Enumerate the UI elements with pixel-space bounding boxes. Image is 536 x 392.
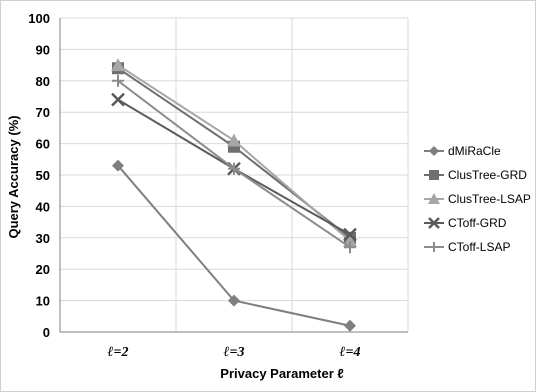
legend-item: CToff-GRD	[424, 216, 507, 230]
x-tick-label: ℓ=4	[340, 345, 361, 360]
y-axis-label: Query Accuracy (%)	[6, 115, 21, 238]
series-dmiracle	[112, 159, 356, 332]
legend-label: dMiRaCle	[448, 144, 501, 158]
diamond-marker	[112, 159, 124, 172]
legend-label: ClusTree-LSAP	[448, 192, 531, 206]
x-axis-label: Privacy Parameter ℓ	[220, 366, 343, 381]
plus-marker	[112, 74, 124, 87]
legend-item: dMiRaCle	[424, 144, 501, 158]
x-tick-label: ℓ=2	[108, 345, 129, 360]
legend-item: ClusTree-LSAP	[424, 192, 531, 206]
triangle-marker	[428, 193, 440, 204]
triangle-marker	[111, 58, 125, 72]
y-tick-label: 50	[36, 168, 50, 183]
series-group	[111, 58, 357, 332]
diamond-marker	[429, 146, 439, 156]
y-tick-label: 60	[36, 137, 50, 152]
x-tick-labels: ℓ=2 ℓ=3 ℓ=4	[108, 345, 361, 360]
y-tick-label: 30	[36, 231, 50, 246]
x-marker	[343, 227, 357, 242]
plus-marker	[228, 162, 240, 175]
diamond-marker	[344, 319, 356, 332]
plus-marker	[344, 241, 356, 254]
y-tick-label: 100	[28, 11, 50, 26]
legend: dMiRaCle ClusTree-GRD ClusTree-LSAP CToff-G…	[424, 144, 531, 254]
y-tick-label: 20	[36, 262, 50, 277]
legend-label: ClusTree-GRD	[448, 168, 527, 182]
y-tick-label: 10	[36, 294, 50, 309]
x-tick-label: ℓ=3	[224, 345, 245, 360]
x-marker	[428, 217, 440, 229]
y-tick-label: 70	[36, 105, 50, 120]
y-tick-label: 0	[43, 325, 50, 340]
y-tick-labels: 0 10 20 30 40 50 60 70 80 90 100	[28, 11, 50, 340]
legend-item: ClusTree-GRD	[424, 168, 527, 182]
gridlines	[59, 17, 409, 332]
square-marker	[429, 170, 439, 180]
axes	[59, 18, 408, 333]
triangle-marker	[227, 133, 241, 147]
legend-label: CToff-LSAP	[448, 240, 510, 254]
series-ctoff-lsap	[112, 74, 356, 254]
y-tick-label: 40	[36, 199, 50, 214]
series-clustree-lsap	[111, 58, 357, 247]
plus-marker	[429, 242, 439, 252]
legend-label: CToff-GRD	[448, 216, 507, 230]
diamond-marker	[228, 294, 240, 307]
y-tick-label: 90	[36, 42, 50, 57]
legend-item: CToff-LSAP	[424, 240, 510, 254]
x-marker	[111, 92, 125, 107]
y-tick-label: 80	[36, 74, 50, 89]
